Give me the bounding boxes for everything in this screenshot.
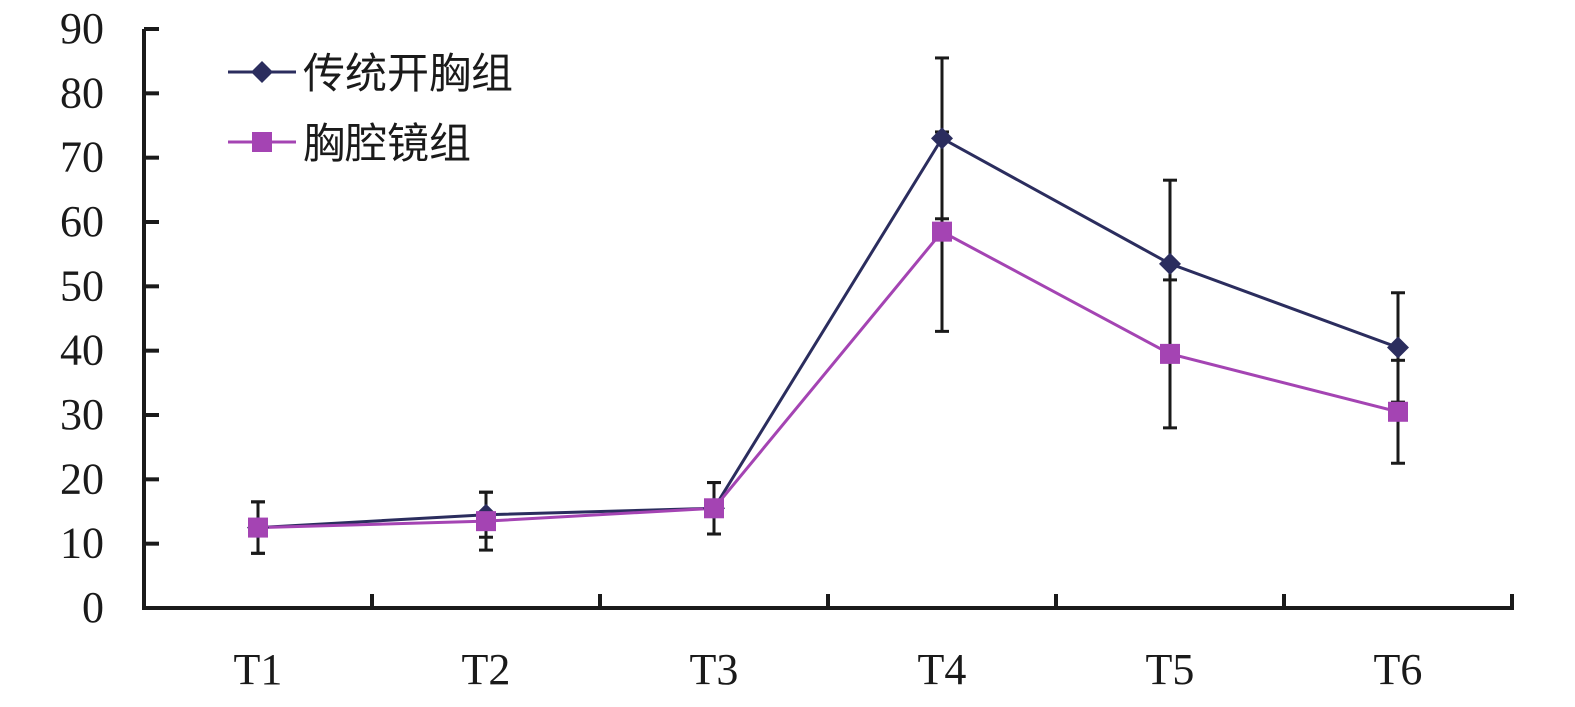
data-point-2 bbox=[932, 221, 952, 242]
series-line-2 bbox=[257, 229, 1399, 530]
y-tick-label: 80 bbox=[60, 68, 104, 117]
legend-label: 传统开胸组 bbox=[303, 49, 513, 98]
series-markers bbox=[247, 127, 1409, 539]
y-tick-label: 30 bbox=[60, 390, 104, 439]
data-point-1 bbox=[1387, 336, 1409, 359]
x-tick-label: T1 bbox=[234, 645, 283, 694]
data-point-2 bbox=[704, 498, 724, 519]
data-point-1 bbox=[931, 127, 953, 150]
axes: 0 10 20 30 40 50 60 70 80 90 T1 T2 T3 T4 T5 T6 bbox=[60, 4, 1514, 694]
legend-marker bbox=[251, 61, 273, 83]
y-tick-label: 70 bbox=[60, 133, 104, 182]
y-tick-label: 20 bbox=[60, 454, 104, 503]
y-tick-label: 50 bbox=[60, 261, 104, 310]
data-point-2 bbox=[1388, 401, 1408, 422]
y-tick-label: 40 bbox=[60, 326, 104, 375]
x-tick-label: T3 bbox=[690, 645, 739, 694]
series-lines bbox=[257, 136, 1399, 530]
legend-label: 胸腔镜组 bbox=[303, 119, 471, 168]
x-tick-label: T4 bbox=[918, 645, 967, 694]
legend-marker bbox=[252, 132, 272, 152]
series-line-1 bbox=[257, 136, 1399, 530]
x-tick-label: T5 bbox=[1146, 645, 1195, 694]
data-point-2 bbox=[1160, 343, 1180, 364]
data-point-2 bbox=[248, 517, 268, 538]
y-tick-label: 10 bbox=[60, 519, 104, 568]
x-tick-label: T6 bbox=[1374, 645, 1423, 694]
x-tick-label: T2 bbox=[462, 645, 511, 694]
data-point-1 bbox=[1159, 252, 1181, 275]
y-tick-label: 60 bbox=[60, 197, 104, 246]
y-tick-label: 0 bbox=[82, 583, 104, 632]
data-point-2 bbox=[476, 511, 496, 532]
y-tick-label: 90 bbox=[60, 4, 104, 53]
